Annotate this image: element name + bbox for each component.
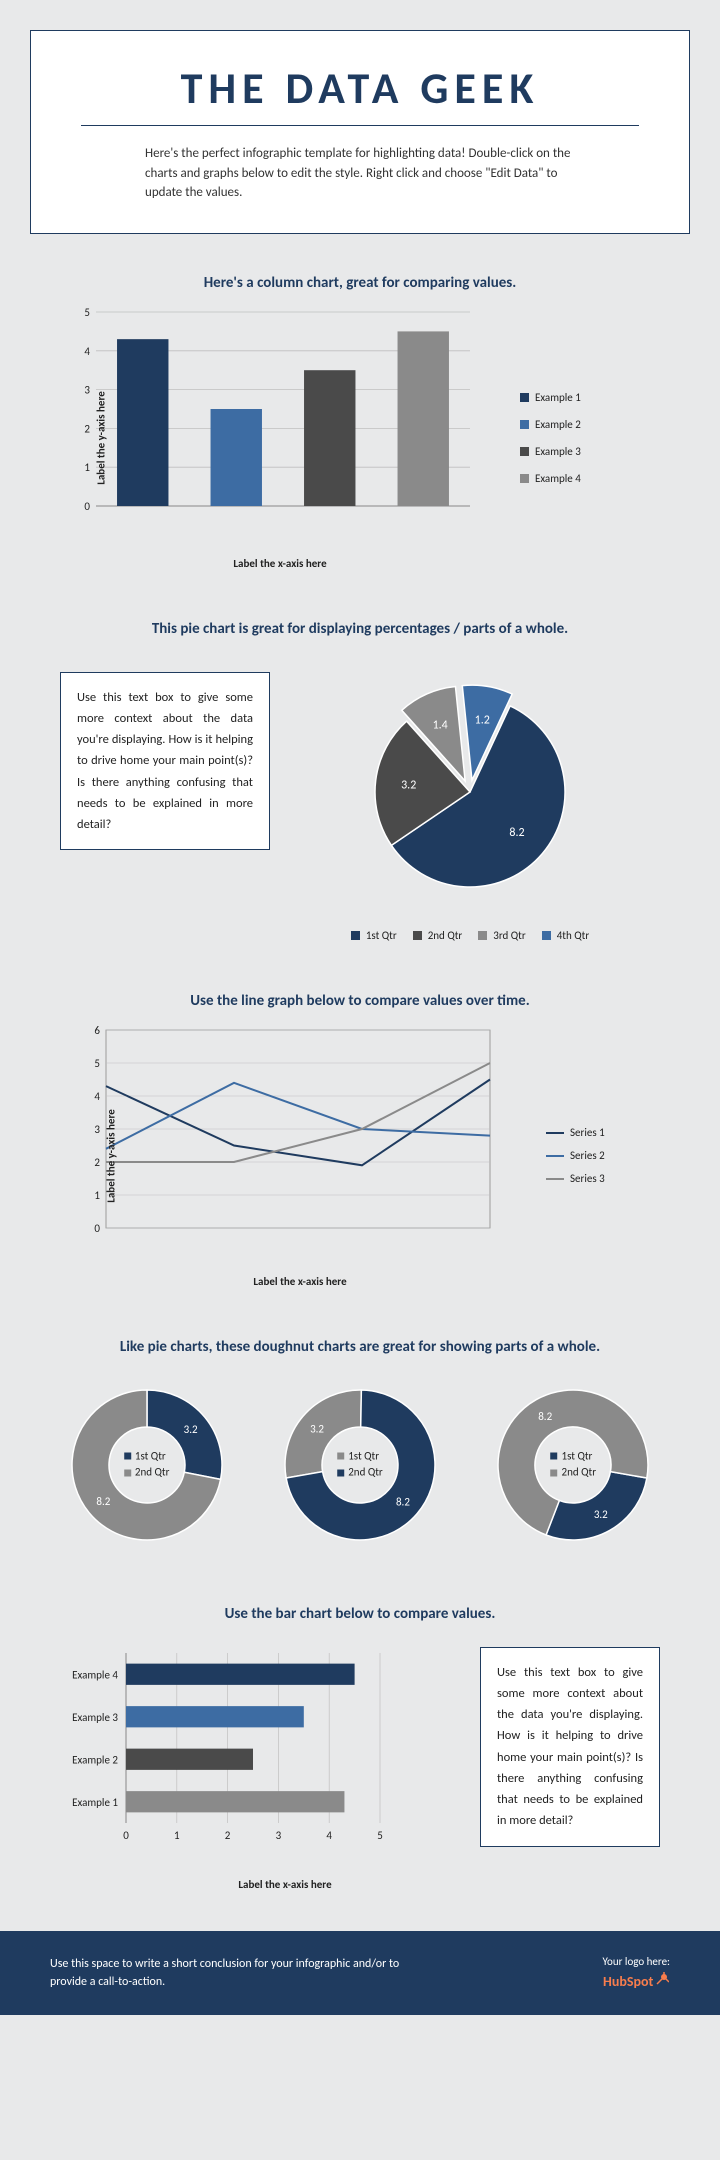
svg-text:8.2: 8.2 <box>96 1494 110 1507</box>
pie-legend: 1st Qtr2nd Qtr3rd Qtr4th Qtr <box>320 929 620 942</box>
svg-text:3: 3 <box>276 1829 282 1842</box>
pie-chart[interactable]: 8.2 3.2 1.4 1.2 1st Qtr2nd Qtr3rd Qtr4th Qt… <box>320 672 620 942</box>
footer-logo-label: Your logo here: <box>602 1955 670 1968</box>
donut-chart-2[interactable]: 3.28.21st Qtr2nd Qtr <box>265 1380 455 1555</box>
svg-text:3.2: 3.2 <box>594 1508 608 1521</box>
svg-text:3: 3 <box>94 1123 100 1136</box>
svg-text:1.4: 1.4 <box>433 718 448 732</box>
line-chart-xlabel: Label the x-axis here <box>70 1275 530 1288</box>
column-chart-title: Here's a column chart, great for compari… <box>30 274 690 292</box>
svg-text:Example 3: Example 3 <box>72 1710 118 1723</box>
svg-text:Example 1: Example 1 <box>72 1795 118 1808</box>
donut-chart-1[interactable]: 3.28.21st Qtr2nd Qtr <box>52 1380 242 1555</box>
svg-text:2: 2 <box>94 1156 100 1169</box>
svg-text:8.2: 8.2 <box>396 1495 410 1508</box>
svg-text:4: 4 <box>94 1090 100 1103</box>
svg-text:5: 5 <box>84 306 90 319</box>
line-chart[interactable]: Label the y-axis here 0 1 2 3 4 5 6 Label the … <box>70 1024 530 1288</box>
page-subtitle: Here's the perfect infographic template … <box>145 144 575 203</box>
column-chart[interactable]: Label the y-axis here 0 1 2 3 4 5 Label the x… <box>60 306 500 570</box>
header-box: THE DATA GEEK Here's the perfect infogra… <box>30 30 690 234</box>
svg-text:1.2: 1.2 <box>475 713 490 727</box>
svg-text:1: 1 <box>84 461 90 474</box>
svg-text:3.2: 3.2 <box>183 1423 197 1436</box>
svg-text:2: 2 <box>84 422 90 435</box>
svg-text:0: 0 <box>123 1829 129 1842</box>
svg-text:0: 0 <box>94 1222 100 1235</box>
line-chart-ylabel: Label the y-axis here <box>104 1109 117 1203</box>
svg-text:Example 4: Example 4 <box>72 1668 118 1681</box>
svg-text:4: 4 <box>84 344 90 357</box>
svg-text:4: 4 <box>326 1829 332 1842</box>
svg-text:2: 2 <box>225 1829 231 1842</box>
svg-text:8.2: 8.2 <box>539 1409 553 1422</box>
hbar-info-box[interactable]: Use this text box to give some more cont… <box>480 1647 660 1847</box>
svg-text:8.2: 8.2 <box>509 826 524 840</box>
svg-text:1: 1 <box>174 1829 180 1842</box>
column-chart-ylabel: Label the y-axis here <box>94 391 107 485</box>
hbar-chart-title: Use the bar chart below to compare value… <box>30 1605 690 1623</box>
svg-text:5: 5 <box>377 1829 383 1842</box>
line-chart-legend: Series 1Series 2Series 3 <box>546 1126 605 1185</box>
svg-text:5: 5 <box>94 1057 100 1070</box>
svg-text:Example 2: Example 2 <box>72 1753 118 1766</box>
donut-section-title: Like pie charts, these doughnut charts a… <box>30 1338 690 1356</box>
line-chart-title: Use the line graph below to compare valu… <box>30 992 690 1010</box>
footer: Use this space to write a short conclusi… <box>0 1931 720 2015</box>
hbar-chart[interactable]: 0 1 2 3 4 5 Example 4 Example 3 Example 2 Example… <box>50 1647 450 1891</box>
svg-text:6: 6 <box>94 1024 100 1037</box>
hubspot-icon <box>655 1972 669 1986</box>
donut-chart-3[interactable]: 3.28.21st Qtr2nd Qtr <box>478 1380 668 1555</box>
pie-info-box[interactable]: Use this text box to give some more cont… <box>60 672 270 851</box>
column-chart-legend: Example 1Example 2Example 3Example 4 <box>520 391 581 485</box>
svg-text:3: 3 <box>84 383 90 396</box>
hbar-chart-xlabel: Label the x-axis here <box>50 1878 450 1891</box>
footer-text: Use this space to write a short conclusi… <box>50 1955 430 1991</box>
svg-text:3.2: 3.2 <box>401 778 416 792</box>
column-chart-xlabel: Label the x-axis here <box>60 557 500 570</box>
svg-text:3.2: 3.2 <box>310 1422 324 1435</box>
svg-text:0: 0 <box>84 500 90 513</box>
footer-logo: HubSpot <box>602 1972 670 1990</box>
page-title: THE DATA GEEK <box>81 61 639 126</box>
svg-text:1: 1 <box>94 1189 100 1202</box>
pie-chart-title: This pie chart is great for displaying p… <box>30 620 690 638</box>
